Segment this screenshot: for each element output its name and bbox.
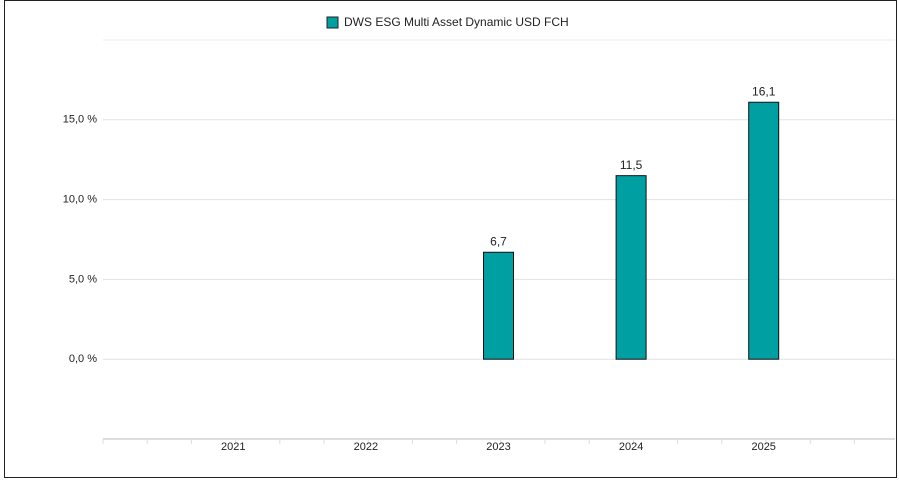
x-tick-label: 2025 (751, 441, 775, 453)
data-label: 11,5 (620, 158, 643, 172)
legend-swatch (326, 16, 339, 29)
bar (748, 101, 780, 360)
y-tick-label: 5,0 % (69, 273, 97, 285)
y-tick-label: 15,0 % (63, 114, 97, 126)
legend-label: DWS ESG Multi Asset Dynamic USD FCH (344, 15, 569, 29)
data-label: 6,7 (490, 234, 507, 248)
x-tick-label: 2024 (619, 441, 643, 453)
y-tick-label: 0,0 % (69, 353, 97, 365)
y-tick-label: 10,0 % (63, 194, 97, 206)
data-label: 16,1 (752, 84, 776, 98)
frame (4, 0, 897, 478)
x-tick-label: 2022 (354, 441, 378, 453)
bar (483, 251, 514, 360)
bar (615, 175, 647, 360)
x-tick-label: 2023 (486, 441, 510, 453)
x-tick-label: 2021 (221, 441, 245, 453)
